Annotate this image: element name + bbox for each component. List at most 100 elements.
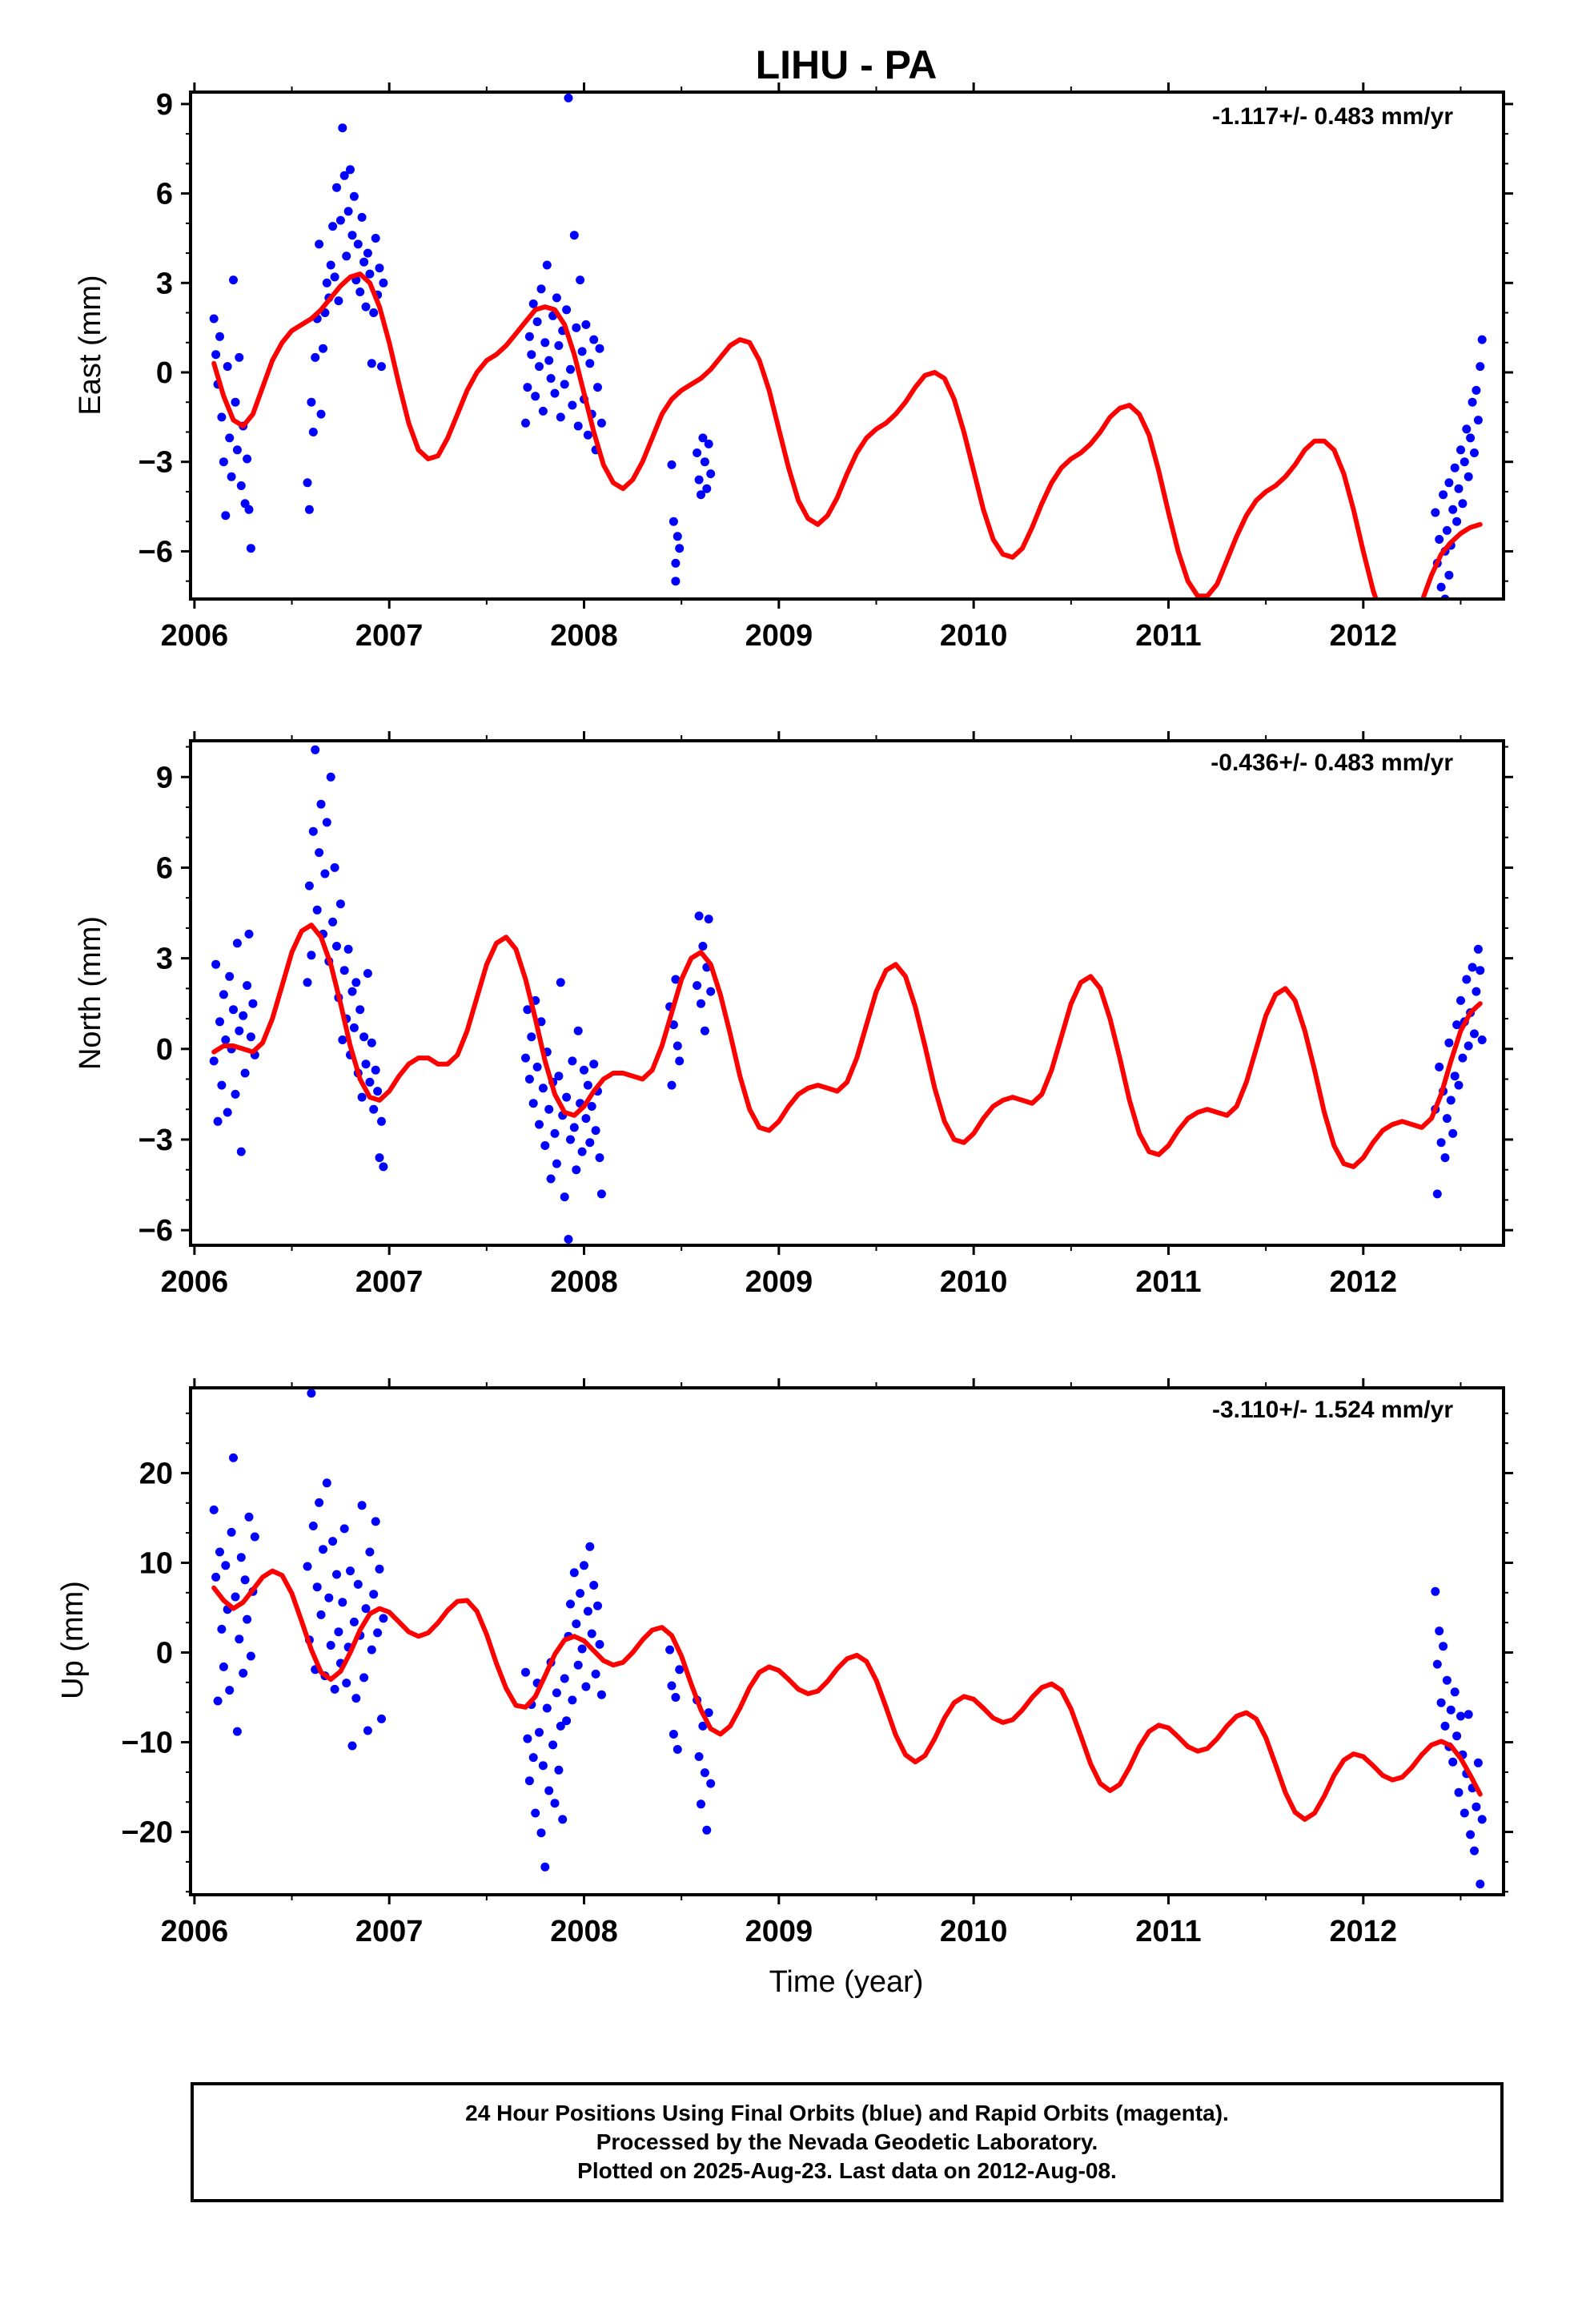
east-data-point	[371, 234, 380, 243]
up-data-point	[1439, 1642, 1448, 1651]
east-data-point	[1472, 385, 1481, 395]
up-data-point	[1473, 1758, 1483, 1767]
up-y-tick-label: 20	[139, 1457, 173, 1490]
north-x-tick-label: 2009	[745, 1265, 813, 1299]
up-data-point	[1435, 1626, 1444, 1636]
east-data-point	[572, 323, 581, 332]
east-data-point	[232, 445, 242, 455]
east-x-ticks: 2006 2007 2008 2009 2010 2011 2012	[161, 82, 1462, 653]
up-x-tick-label: 2008	[550, 1915, 618, 1948]
east-data-point	[211, 350, 221, 360]
up-data-point	[373, 1628, 383, 1638]
up-data-point	[240, 1575, 250, 1585]
east-data-point	[334, 296, 343, 306]
up-y-tick-label: −10	[122, 1727, 173, 1760]
east-data-point	[343, 207, 353, 216]
up-data-point	[556, 1721, 565, 1731]
east-data-point	[1452, 517, 1462, 526]
up-data-point	[583, 1606, 592, 1616]
north-data-point	[671, 975, 681, 984]
east-y-tick-label: 3	[156, 267, 173, 300]
up-data-point	[365, 1547, 375, 1557]
north-data-point	[673, 1041, 682, 1051]
north-data-point	[330, 862, 339, 872]
north-data-point	[554, 1072, 564, 1081]
up-data-point	[593, 1601, 602, 1610]
north-y-tick-label: 3	[156, 943, 173, 976]
up-data-point	[581, 1682, 591, 1691]
east-data-point	[536, 284, 546, 294]
up-data-point	[1436, 1698, 1446, 1707]
north-data-point	[535, 1120, 544, 1129]
up-data-point	[558, 1815, 568, 1824]
north-data-point	[239, 1011, 248, 1020]
east-data-point	[1470, 448, 1479, 457]
north-data-point	[694, 911, 704, 921]
north-data-point	[577, 1147, 587, 1156]
north-y-ticks: −6 −3 0 3 6 9	[139, 746, 1513, 1248]
east-data-point	[1436, 582, 1446, 592]
north-data-point	[335, 899, 345, 909]
north-data-point	[1473, 944, 1483, 954]
north-data-point	[1435, 1062, 1444, 1072]
north-data-point	[1454, 1080, 1464, 1090]
up-data-point	[227, 1527, 236, 1537]
east-data-point	[1466, 433, 1476, 443]
north-data-point	[669, 1020, 678, 1030]
north-data-point	[246, 1032, 255, 1042]
up-data-point	[1477, 1815, 1487, 1824]
up-data-point	[359, 1673, 369, 1683]
up-data-point	[246, 1651, 255, 1661]
east-data-point	[357, 212, 367, 222]
north-data-point	[587, 1102, 596, 1111]
up-data-point	[346, 1566, 355, 1576]
east-data-point	[585, 359, 595, 368]
north-y-tick-label: 6	[156, 851, 173, 885]
north-data-point	[1444, 1038, 1454, 1047]
up-data-point	[675, 1665, 685, 1675]
up-data-point	[371, 1517, 380, 1526]
footer-line-1: 24 Hour Positions Using Final Orbits (bl…	[465, 2101, 1229, 2125]
east-data-point	[330, 272, 339, 282]
up-data-point	[377, 1714, 386, 1723]
figure-title: LIHU - PA	[756, 42, 938, 87]
north-x-tick-label: 2006	[161, 1265, 229, 1299]
east-data-point	[349, 191, 359, 201]
up-data-point	[361, 1604, 371, 1614]
up-data-point	[576, 1589, 585, 1598]
north-data-point	[583, 1080, 592, 1090]
east-data-point	[363, 248, 372, 258]
north-data-point	[315, 848, 324, 858]
east-data-point	[546, 374, 556, 383]
up-fit	[211, 1568, 1483, 1822]
up-data-point	[357, 1501, 367, 1510]
up-x-tick-label: 2006	[161, 1915, 229, 1948]
north-data-point	[552, 1159, 561, 1168]
up-data-point	[560, 1674, 569, 1683]
up-data-point	[236, 1553, 246, 1562]
north-y-tick-label: −6	[139, 1214, 173, 1248]
east-data-point	[531, 392, 540, 401]
east-data-point	[700, 457, 709, 467]
up-data-point	[221, 1561, 231, 1570]
north-data-point	[580, 1065, 588, 1075]
east-data-point	[562, 305, 572, 315]
east-data-point	[244, 505, 254, 514]
up-data-point	[1456, 1711, 1465, 1721]
north-data-point	[591, 1126, 600, 1136]
up-data-point	[544, 1786, 554, 1795]
north-data-point	[524, 1075, 534, 1084]
north-data-point	[209, 1056, 219, 1066]
north-data-point	[675, 1056, 685, 1066]
north-data-point	[1476, 966, 1485, 975]
north-data-point	[527, 1032, 536, 1042]
up-data-point	[1466, 1830, 1476, 1839]
north-data-point	[304, 881, 314, 891]
up-data-point	[573, 1660, 583, 1670]
east-data-point	[355, 287, 365, 296]
x-axis-label: Time (year)	[769, 1965, 924, 1999]
north-y-tick-label: 0	[156, 1033, 173, 1067]
up-data-point	[328, 1537, 338, 1546]
east-x-tick-label: 2007	[355, 619, 424, 653]
